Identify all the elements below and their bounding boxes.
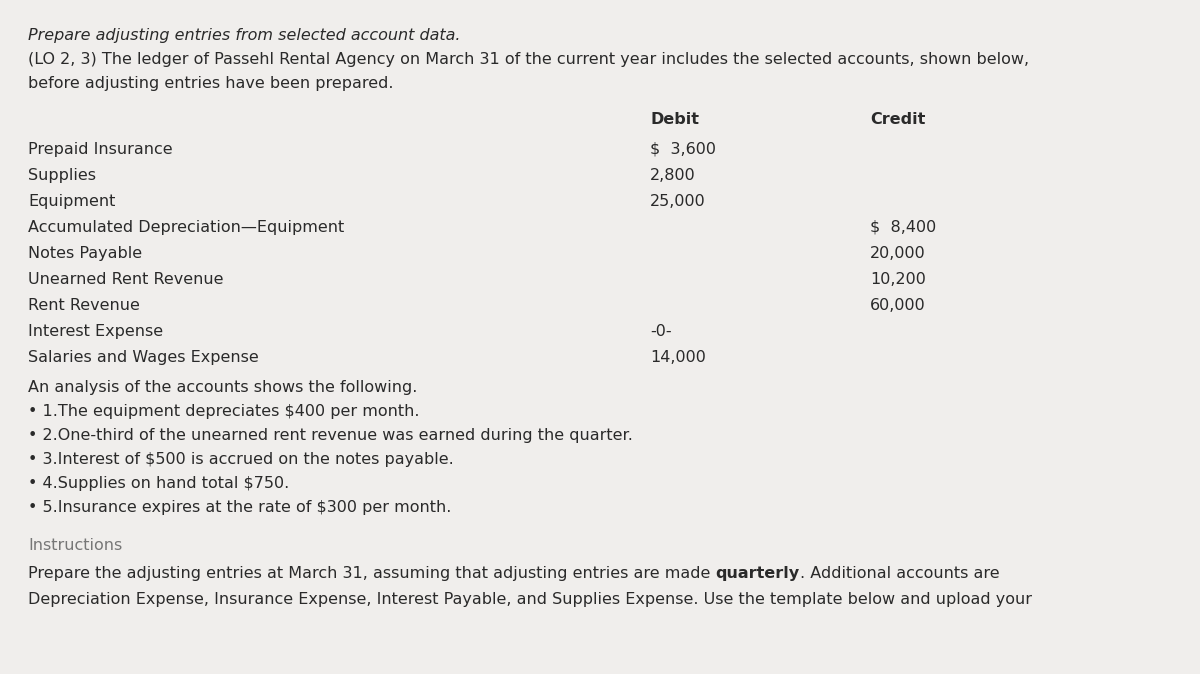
Text: -0-: -0-	[650, 324, 672, 339]
Text: . Additional accounts are: . Additional accounts are	[799, 566, 1000, 581]
Text: $  8,400: $ 8,400	[870, 220, 936, 235]
Text: Interest Expense: Interest Expense	[28, 324, 163, 339]
Text: An analysis of the accounts shows the following.: An analysis of the accounts shows the fo…	[28, 380, 418, 395]
Text: Supplies: Supplies	[28, 168, 96, 183]
Text: 25,000: 25,000	[650, 194, 706, 209]
Text: Prepare adjusting entries from selected account data.: Prepare adjusting entries from selected …	[28, 28, 461, 43]
Text: Unearned Rent Revenue: Unearned Rent Revenue	[28, 272, 223, 287]
Text: Equipment: Equipment	[28, 194, 115, 209]
Text: Debit: Debit	[650, 112, 698, 127]
Text: before adjusting entries have been prepared.: before adjusting entries have been prepa…	[28, 76, 394, 91]
Text: $  3,600: $ 3,600	[650, 142, 716, 157]
Text: • 2.One-third of the unearned rent revenue was earned during the quarter.: • 2.One-third of the unearned rent reven…	[28, 428, 632, 443]
Text: 10,200: 10,200	[870, 272, 926, 287]
Text: • 3.Interest of $500 is accrued on the notes payable.: • 3.Interest of $500 is accrued on the n…	[28, 452, 454, 467]
Text: Instructions: Instructions	[28, 538, 122, 553]
Text: 20,000: 20,000	[870, 246, 925, 261]
Text: • 1.The equipment depreciates $400 per month.: • 1.The equipment depreciates $400 per m…	[28, 404, 420, 419]
Text: 14,000: 14,000	[650, 350, 706, 365]
Text: Credit: Credit	[870, 112, 925, 127]
Text: Prepare the adjusting entries at March 31, assuming that adjusting entries are m: Prepare the adjusting entries at March 3…	[28, 566, 715, 581]
Text: Prepaid Insurance: Prepaid Insurance	[28, 142, 173, 157]
Text: • 5.Insurance expires at the rate of $300 per month.: • 5.Insurance expires at the rate of $30…	[28, 500, 451, 515]
Text: Accumulated Depreciation—Equipment: Accumulated Depreciation—Equipment	[28, 220, 344, 235]
Text: • 4.Supplies on hand total $750.: • 4.Supplies on hand total $750.	[28, 476, 289, 491]
Text: Depreciation Expense, Insurance Expense, Interest Payable, and Supplies Expense.: Depreciation Expense, Insurance Expense,…	[28, 592, 1032, 607]
Text: Salaries and Wages Expense: Salaries and Wages Expense	[28, 350, 259, 365]
Text: Rent Revenue: Rent Revenue	[28, 298, 140, 313]
Text: Notes Payable: Notes Payable	[28, 246, 142, 261]
Text: quarterly: quarterly	[715, 566, 799, 581]
Text: (LO 2, 3) The ledger of Passehl Rental Agency on March 31 of the current year in: (LO 2, 3) The ledger of Passehl Rental A…	[28, 52, 1030, 67]
Text: 60,000: 60,000	[870, 298, 925, 313]
Text: 2,800: 2,800	[650, 168, 696, 183]
